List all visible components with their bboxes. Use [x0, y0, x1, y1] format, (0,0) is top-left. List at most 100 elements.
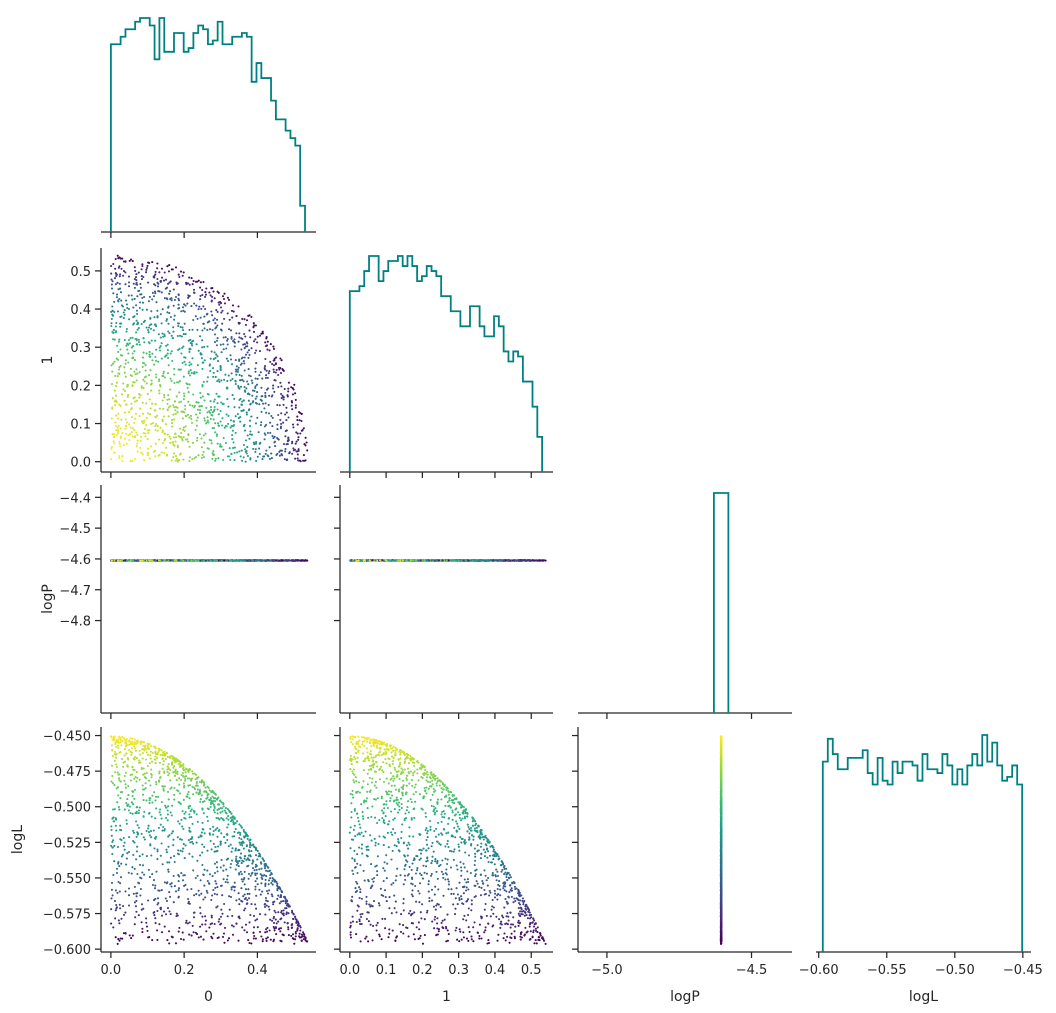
- scatter-point: [425, 559, 428, 562]
- scatter-point: [186, 383, 189, 386]
- scatter-point: [195, 343, 198, 346]
- scatter-point: [215, 559, 218, 562]
- scatter-point: [146, 454, 149, 457]
- scatter-point: [178, 427, 182, 430]
- scatter-point: [173, 373, 176, 376]
- scatter-point: [201, 367, 204, 370]
- scatter-point: [282, 421, 285, 424]
- scatter-point: [233, 881, 236, 884]
- scatter-point: [110, 278, 113, 281]
- scatter-point: [193, 291, 196, 294]
- scatter-point: [153, 791, 156, 794]
- scatter-point: [261, 458, 264, 461]
- scatter-point: [471, 559, 474, 562]
- scatter-point: [173, 444, 176, 447]
- scatter-point: [154, 339, 157, 342]
- scatter-point: [192, 339, 195, 342]
- scatter-point: [163, 770, 166, 773]
- scatter-point: [268, 349, 271, 352]
- scatter-point: [270, 414, 273, 418]
- scatter-point: [291, 559, 294, 562]
- scatter-point: [224, 441, 227, 445]
- scatter-point: [273, 441, 276, 444]
- scatter-point: [124, 427, 127, 430]
- scatter-point: [264, 357, 267, 361]
- scatter-point: [182, 559, 185, 562]
- scatter-point: [204, 293, 207, 296]
- scatter-point: [272, 903, 275, 906]
- scatter-point: [125, 421, 128, 424]
- scatter-point: [279, 357, 282, 360]
- scatter-point: [126, 798, 129, 801]
- scatter-point: [143, 295, 146, 299]
- scatter-point: [137, 812, 140, 815]
- scatter-point: [158, 378, 161, 381]
- scatter-point: [467, 559, 470, 562]
- scatter-point: [231, 304, 235, 307]
- scatter-point: [240, 403, 244, 406]
- scatter-point: [231, 438, 234, 441]
- y-tick-label: −4.5: [59, 522, 91, 537]
- scatter-point: [280, 397, 283, 400]
- scatter-point: [191, 457, 194, 461]
- scatter-point: [139, 301, 142, 304]
- scatter-point: [188, 416, 191, 419]
- scatter-point: [417, 559, 420, 562]
- scatter-point: [120, 393, 124, 396]
- scatter-point: [251, 394, 254, 397]
- scatter-point: [134, 276, 138, 279]
- scatter-point: [184, 771, 187, 774]
- scatter-point: [114, 745, 118, 748]
- scatter-point: [202, 455, 206, 459]
- scatter-point: [241, 880, 244, 883]
- scatter-point: [254, 377, 257, 380]
- scatter-point: [143, 873, 146, 876]
- scatter-point: [258, 452, 261, 456]
- scatter-point: [277, 366, 281, 369]
- scatter-point: [209, 406, 213, 409]
- scatter-point: [507, 559, 510, 562]
- scatter-point: [177, 324, 180, 328]
- scatter-point: [128, 423, 131, 426]
- scatter-point: [265, 369, 268, 372]
- scatter-point: [241, 337, 244, 340]
- scatter-point: [159, 345, 162, 348]
- scatter-point: [168, 398, 171, 401]
- scatter-point: [238, 398, 241, 402]
- scatter-point: [177, 293, 180, 296]
- scatter-point: [112, 262, 115, 266]
- scatter-point: [152, 329, 155, 332]
- scatter-point: [272, 368, 275, 371]
- scatter-point: [247, 368, 250, 371]
- scatter-point: [155, 348, 158, 351]
- scatter-point: [238, 450, 241, 453]
- scatter-point: [154, 455, 157, 458]
- scatter-point: [176, 406, 179, 409]
- scatter-point: [208, 291, 211, 294]
- scatter-point: [222, 458, 225, 462]
- scatter-point: [183, 356, 186, 359]
- scatter-point: [271, 435, 274, 438]
- scatter-point: [256, 391, 259, 394]
- scatter-point: [149, 407, 152, 410]
- scatter-point: [264, 345, 268, 348]
- scatter-point: [201, 395, 204, 398]
- scatter-point: [238, 358, 241, 361]
- scatter-point: [136, 806, 139, 809]
- scatter-point: [126, 384, 129, 387]
- scatter-point: [117, 372, 120, 375]
- scatter-point: [150, 382, 153, 385]
- scatter-point: [219, 366, 222, 369]
- scatter-point: [162, 372, 165, 375]
- scatter-point: [185, 438, 188, 441]
- scatter-point: [269, 431, 272, 434]
- scatter-point: [127, 294, 130, 297]
- scatter-point: [146, 451, 149, 454]
- scatter-point: [218, 380, 221, 383]
- scatter-point: [109, 458, 113, 461]
- scatter-point: [283, 458, 286, 461]
- scatter-point: [116, 426, 119, 429]
- scatter-point: [143, 362, 146, 365]
- scatter-point: [225, 357, 228, 360]
- scatter-point: [133, 381, 136, 384]
